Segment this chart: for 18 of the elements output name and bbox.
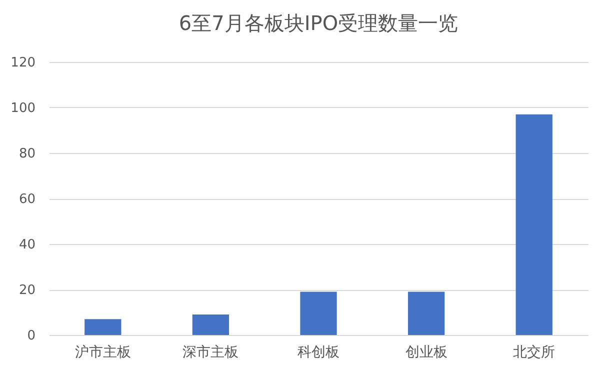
- x-tick-label: 北交所: [513, 344, 556, 360]
- y-tick-label: 120: [10, 56, 36, 70]
- x-tick-label: 沪市主板: [74, 344, 131, 360]
- bar: [408, 292, 445, 335]
- bar: [300, 292, 337, 335]
- y-tick-label: 20: [18, 283, 36, 298]
- y-tick-label: 40: [18, 238, 36, 252]
- chart-title: 6至7月各板块IPO受理数量一览: [178, 11, 458, 35]
- y-tick-label: 0: [27, 328, 36, 344]
- x-tick-label: 深市主板: [182, 344, 239, 360]
- y-tick-label: 80: [18, 146, 36, 162]
- x-tick-label: 科创板: [298, 344, 340, 360]
- x-tick-label: 创业板: [405, 344, 448, 360]
- bar: [516, 114, 552, 335]
- bar: [84, 319, 122, 335]
- y-tick-label: 100: [10, 101, 36, 116]
- bar: [192, 314, 230, 335]
- y-tick-label: 60: [18, 192, 36, 207]
